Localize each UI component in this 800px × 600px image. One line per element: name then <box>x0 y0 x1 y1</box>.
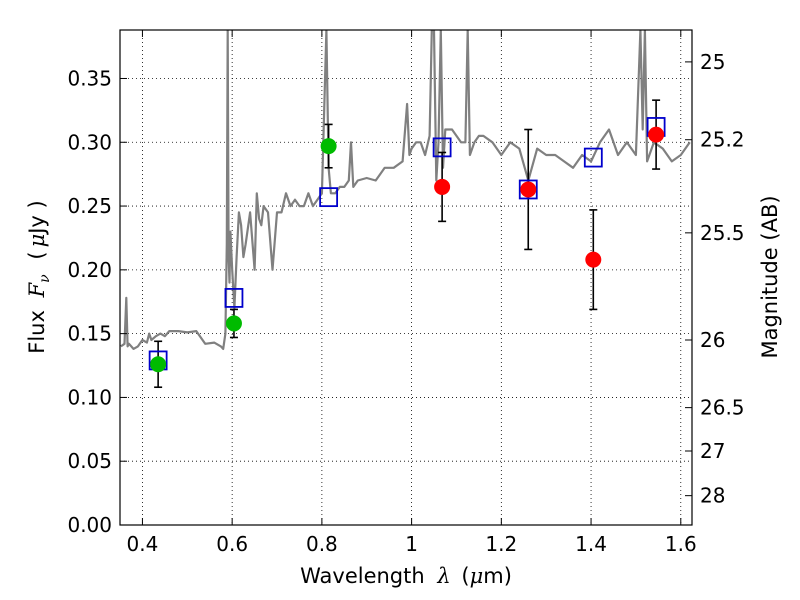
y-axis-label: Flux Fν ( μJy ) <box>25 200 54 353</box>
photometry-point <box>225 315 242 332</box>
x-axis-unit-rest: m) <box>483 564 512 588</box>
y2-tick-label: 25.2 <box>700 128 745 152</box>
y-tick-label: 0.25 <box>67 194 112 218</box>
x-axis-unit-open: ( <box>461 564 469 588</box>
y-axis-symbol-sub: ν <box>37 274 53 283</box>
x-axis-label-prefix: Wavelength <box>300 564 425 588</box>
y2-tick-label: 28 <box>700 484 725 508</box>
model-square-marker <box>224 288 244 308</box>
photometry-point <box>520 181 537 198</box>
y2-axis-label: Magnitude (AB) <box>758 195 782 358</box>
photometry-point <box>150 356 167 373</box>
photometry-point <box>585 251 602 268</box>
y2-tick-label: 25.5 <box>700 221 745 245</box>
x-tick-label: 1.2 <box>485 532 517 556</box>
x-axis-symbol: λ <box>436 564 450 588</box>
y2-tick-label: 25 <box>700 50 725 74</box>
y2-tick-label: 27 <box>700 439 725 463</box>
model-square-marker <box>432 137 452 158</box>
spectrum-line <box>120 30 691 350</box>
x-tick-label: 1.4 <box>575 532 607 556</box>
x-tick-label: 0.8 <box>306 532 338 556</box>
y-tick-label: 0.05 <box>67 449 112 473</box>
y-tick-label: 0.00 <box>67 513 112 537</box>
y2-tick-label: 26 <box>700 328 725 352</box>
y-tick-label: 0.35 <box>67 66 112 90</box>
y-tick-label: 0.30 <box>67 130 112 154</box>
y-axis-unit-rest: Jy ) <box>25 200 49 236</box>
photometry-point <box>320 138 337 155</box>
y-axis-label-prefix: Flux <box>25 310 49 354</box>
x-tick-label: 1 <box>405 532 418 556</box>
model-square-marker <box>518 179 538 200</box>
x-tick-label: 1.6 <box>665 532 697 556</box>
photometry-point <box>648 126 665 143</box>
x-axis-unit-mu: μ <box>470 564 484 588</box>
axes-frame <box>119 29 693 526</box>
y-axis-unit-open: ( <box>25 251 49 259</box>
y-tick-label: 0.15 <box>67 322 112 346</box>
y-axis-unit-mu: μ <box>25 234 49 248</box>
photometry-point <box>434 178 451 195</box>
y-tick-label: 0.20 <box>67 258 112 282</box>
x-tick-label: 0.4 <box>127 532 159 556</box>
model-square-marker <box>583 147 603 168</box>
y2-tick-label: 26.5 <box>700 396 745 420</box>
model-square-marker <box>319 187 339 208</box>
x-axis-label: Wavelength λ (μm) <box>300 564 512 588</box>
y-axis-symbol: F <box>25 281 49 298</box>
y-tick-label: 0.10 <box>67 385 112 409</box>
x-tick-label: 0.6 <box>216 532 248 556</box>
ticks: 0.4 0.6 0.8 1 1.2 1.4 1.6 0.00 0.05 0.10 0.15 0.20 0… <box>67 30 745 556</box>
plot-area <box>120 30 691 389</box>
